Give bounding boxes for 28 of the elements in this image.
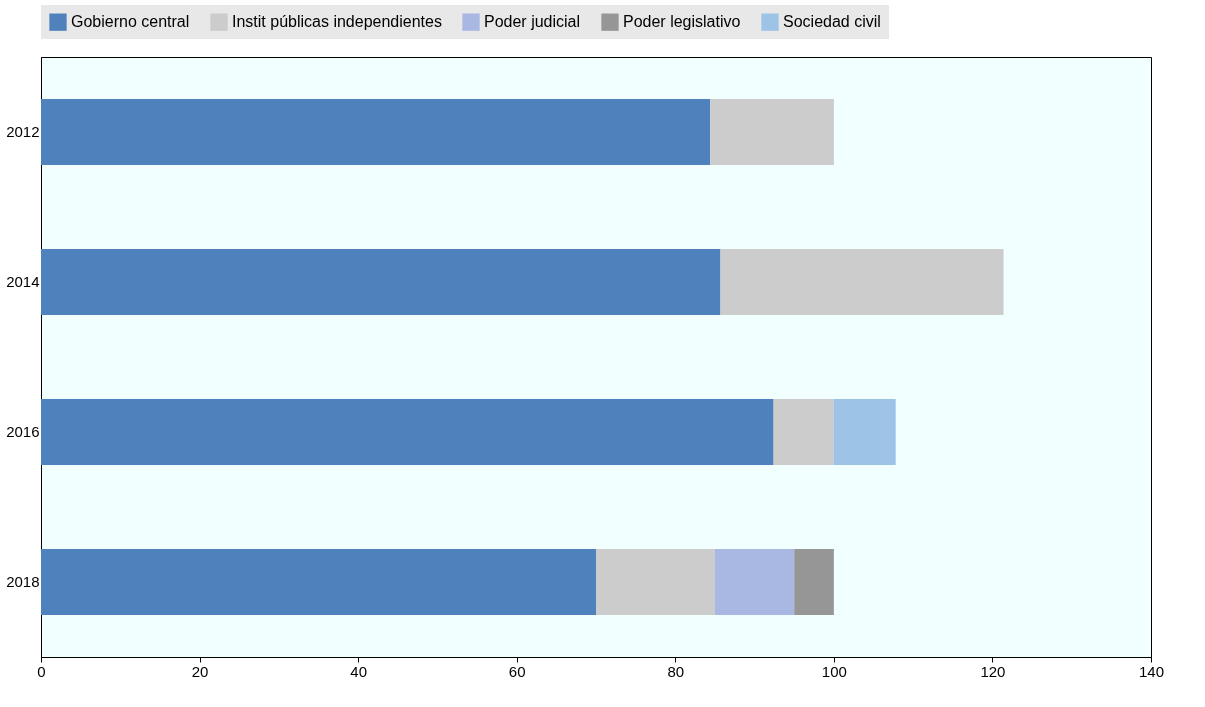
x-tick-label: 60 [508,662,526,680]
bar [41,399,774,465]
x-tick-label: 40 [350,662,367,680]
legend-label: Poder legislativo [623,13,741,31]
bar [794,549,834,615]
bar [41,549,596,615]
legend-label: Sociedad civil [783,13,881,31]
bar [833,399,896,465]
bar [41,99,711,165]
x-tick-label: 0 [37,662,46,680]
y-tick-label: 2018 [6,573,40,590]
bar [773,399,834,465]
bar [720,249,1004,315]
x-tick-label: 80 [667,662,685,680]
bar [596,549,715,615]
bar [41,249,721,315]
legend-label: Poder judicial [484,13,581,31]
bar [710,99,834,165]
y-tick-label: 2014 [6,273,40,290]
x-tick-label: 120 [980,662,1006,680]
y-tick-label: 2016 [6,423,40,440]
x-tick-label: 20 [191,662,209,680]
x-tick-label: 140 [1138,662,1165,680]
legend-label: Gobierno central [71,13,190,31]
legend-label: Instit públicas independientes [232,13,442,31]
bar [714,549,795,615]
x-tick-label: 100 [821,662,847,680]
y-tick-label: 2012 [6,123,40,140]
